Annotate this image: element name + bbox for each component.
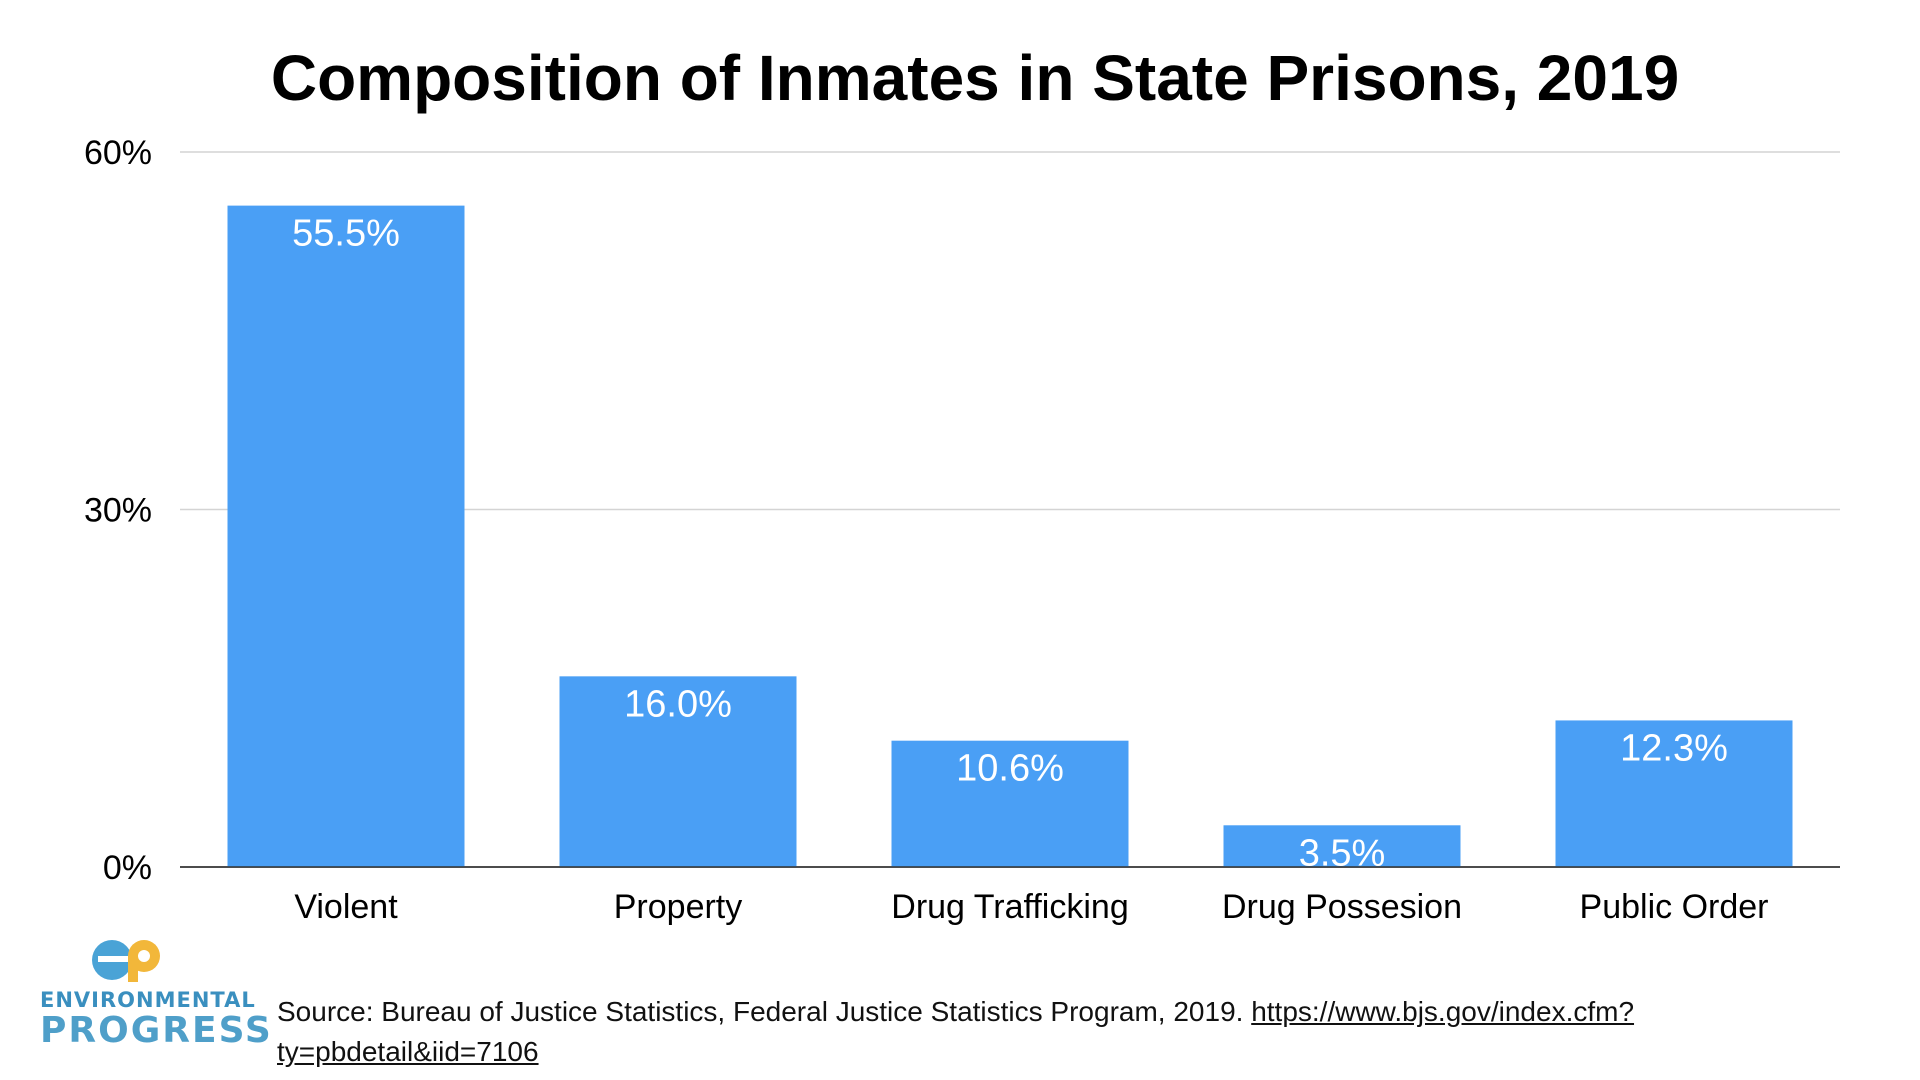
- x-axis-categories: Violent Property Drug Trafficking Drug Poss…: [294, 888, 1768, 926]
- bar: [891, 740, 1129, 867]
- ep-logo-mark-icon: [92, 940, 160, 982]
- x-category-label: Property: [614, 888, 743, 926]
- source-citation: Source: Bureau of Justice Statistics, Fe…: [277, 992, 1727, 1072]
- logo-text-progress: PROGRESS: [40, 1010, 273, 1051]
- bar: [227, 205, 465, 867]
- y-tick-label: 60%: [84, 134, 152, 172]
- bar: [1223, 825, 1461, 867]
- x-category-label: Violent: [294, 888, 398, 926]
- bar: [559, 676, 797, 867]
- y-tick-label: 30%: [84, 492, 152, 530]
- x-category-label: Drug Trafficking: [891, 888, 1128, 926]
- y-axis-ticks: 0% 30% 60%: [84, 134, 152, 887]
- x-category-label: Public Order: [1580, 888, 1769, 926]
- source-link[interactable]: https://www.bjs.gov/index.cfm?ty=pbdetai…: [277, 996, 1635, 1067]
- bar-value-label: 3.5%: [1299, 832, 1386, 874]
- y-tick-label: 0%: [103, 849, 152, 887]
- environmental-progress-logo: ENVIRONMENTAL PROGRESS: [40, 930, 273, 1051]
- logo-text-environmental: ENVIRONMENTAL: [40, 988, 256, 1012]
- source-text: Source: Bureau of Justice Statistics, Fe…: [277, 996, 1252, 1027]
- bar-value-label: 55.5%: [292, 213, 400, 255]
- bar: [1555, 720, 1793, 867]
- chart-title: Composition of Inmates in State Prisons,…: [271, 42, 1679, 114]
- x-category-label: Drug Possesion: [1222, 888, 1462, 926]
- bar-value-label: 16.0%: [624, 683, 732, 725]
- bars: 55.5% 16.0% 10.6% 3.5% 12.3%: [180, 205, 1840, 874]
- bar-value-label: 10.6%: [956, 748, 1064, 790]
- bar-value-label: 12.3%: [1620, 727, 1728, 769]
